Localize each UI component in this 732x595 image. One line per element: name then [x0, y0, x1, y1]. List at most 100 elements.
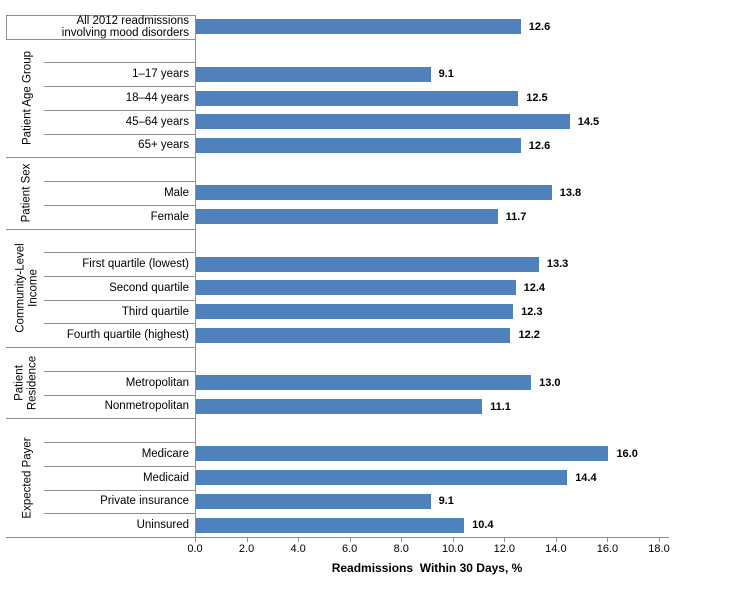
category-separator-line — [44, 276, 195, 277]
category-separator-line — [44, 442, 195, 444]
bar-value-label: 12.6 — [528, 20, 551, 33]
category-label-text: 65+ years — [138, 139, 189, 152]
category-separator-line — [44, 109, 195, 111]
category-label: Medicaid — [30, 466, 189, 490]
category-label-text: Nonmetropolitan — [104, 400, 189, 413]
category-label-text: Medicaid — [142, 471, 189, 484]
axis-tick — [504, 538, 506, 542]
category-area-top-line — [6, 15, 195, 16]
bar — [196, 375, 532, 391]
category-label-text: First quartile (lowest) — [82, 258, 189, 271]
axis-tick-label: 6.0 — [342, 543, 358, 555]
bar — [196, 470, 568, 486]
category-label-text: All 2012 readmissions involving mood dis… — [61, 14, 189, 39]
category-label-text: Uninsured — [136, 519, 189, 532]
category-separator-line — [44, 370, 195, 372]
group-label: Community-Level Income — [14, 243, 39, 333]
category-separator-line — [44, 489, 195, 491]
bar-value-label: 9.1 — [438, 495, 454, 508]
category-label: 18–44 years — [30, 86, 189, 110]
bar — [196, 19, 521, 35]
axis-tick — [246, 538, 248, 542]
category-label: First quartile (lowest) — [30, 252, 189, 276]
bar-value-label: 14.5 — [577, 115, 600, 128]
category-label: Medicare — [30, 442, 189, 466]
category-separator-line — [44, 465, 195, 467]
bar-value-label: 12.2 — [518, 329, 540, 342]
group-label: Patient Sex — [20, 163, 33, 223]
category-label: Male — [30, 181, 189, 205]
category-label: Private insurance — [30, 490, 189, 514]
category-separator-line — [44, 394, 195, 396]
axis-tick-label: 18.0 — [648, 543, 670, 555]
category-separator-line — [44, 86, 195, 88]
bar — [196, 446, 609, 462]
category-label: Nonmetropolitan — [30, 395, 189, 419]
bar — [196, 517, 465, 533]
axis-tick-label: 16.0 — [596, 543, 619, 555]
axis-tick-label: 10.0 — [442, 543, 464, 555]
axis-tick — [659, 538, 660, 542]
bar — [196, 256, 539, 272]
category-label: All 2012 readmissions involving mood dis… — [30, 15, 189, 39]
bar — [196, 280, 516, 296]
axis-tick-label: 12.0 — [493, 543, 516, 555]
category-separator-line — [44, 181, 195, 183]
bar — [196, 327, 511, 343]
category-label: Third quartile — [30, 300, 189, 324]
category-label: Fourth quartile (highest) — [30, 323, 189, 347]
bar — [196, 399, 483, 414]
category-label: 45–64 years — [30, 110, 189, 134]
group-label: Patient Residence — [14, 355, 40, 410]
category-label-text: 1–17 years — [132, 68, 189, 81]
category-label-text: 45–64 years — [125, 115, 189, 128]
axis-tick — [607, 538, 609, 542]
category-separator-line — [44, 513, 195, 515]
category-separator-line — [44, 62, 195, 64]
bar — [196, 209, 498, 225]
group-boundary-line — [6, 347, 195, 349]
category-separator-line — [44, 323, 195, 325]
bar — [196, 90, 519, 106]
category-separator-line — [44, 204, 195, 206]
axis-tick — [349, 538, 351, 542]
category-label: 65+ years — [30, 134, 189, 158]
category-axis-line — [195, 15, 196, 537]
bar — [196, 304, 514, 320]
category-separator-line — [44, 299, 195, 301]
category-label: 1–17 years — [30, 62, 189, 86]
bar-value-label: 12.5 — [526, 92, 548, 105]
group-label: Patient Age Group — [20, 51, 33, 146]
bar-value-label: 12.4 — [523, 281, 546, 294]
axis-tick-label: 4.0 — [290, 543, 306, 555]
group-boundary-line — [6, 157, 195, 159]
category-label-text: Medicare — [141, 447, 189, 460]
bar-value-label: 14.4 — [575, 471, 597, 484]
category-label: Metropolitan — [30, 371, 189, 395]
bar — [196, 185, 552, 201]
bar-value-label: 11.7 — [505, 210, 527, 223]
category-label: Second quartile — [30, 276, 189, 300]
category-label-text: Fourth quartile (highest) — [66, 329, 189, 342]
category-label: Uninsured — [30, 513, 189, 537]
bar-value-label: 16.0 — [616, 447, 638, 460]
category-separator-line — [44, 133, 195, 135]
axis-tick — [555, 538, 557, 542]
axis-tick — [195, 538, 196, 542]
group-label: Expected Payer — [20, 437, 33, 519]
bar-value-label: 13.8 — [559, 186, 582, 199]
first-row-left-border — [6, 15, 7, 39]
axis-tick-label: 2.0 — [238, 543, 255, 555]
category-label-text: Female — [150, 210, 189, 223]
category-label-text: 18–44 years — [125, 92, 189, 105]
category-label-text: Third quartile — [121, 305, 189, 318]
category-label: Female — [30, 205, 189, 229]
group-boundary-line — [6, 418, 195, 420]
group-boundary-line — [6, 38, 195, 40]
bar — [196, 493, 431, 509]
group-boundary-line — [6, 228, 195, 230]
value-axis-line — [6, 537, 669, 538]
category-separator-line — [44, 252, 195, 254]
axis-tick-label: 14.0 — [545, 543, 567, 555]
